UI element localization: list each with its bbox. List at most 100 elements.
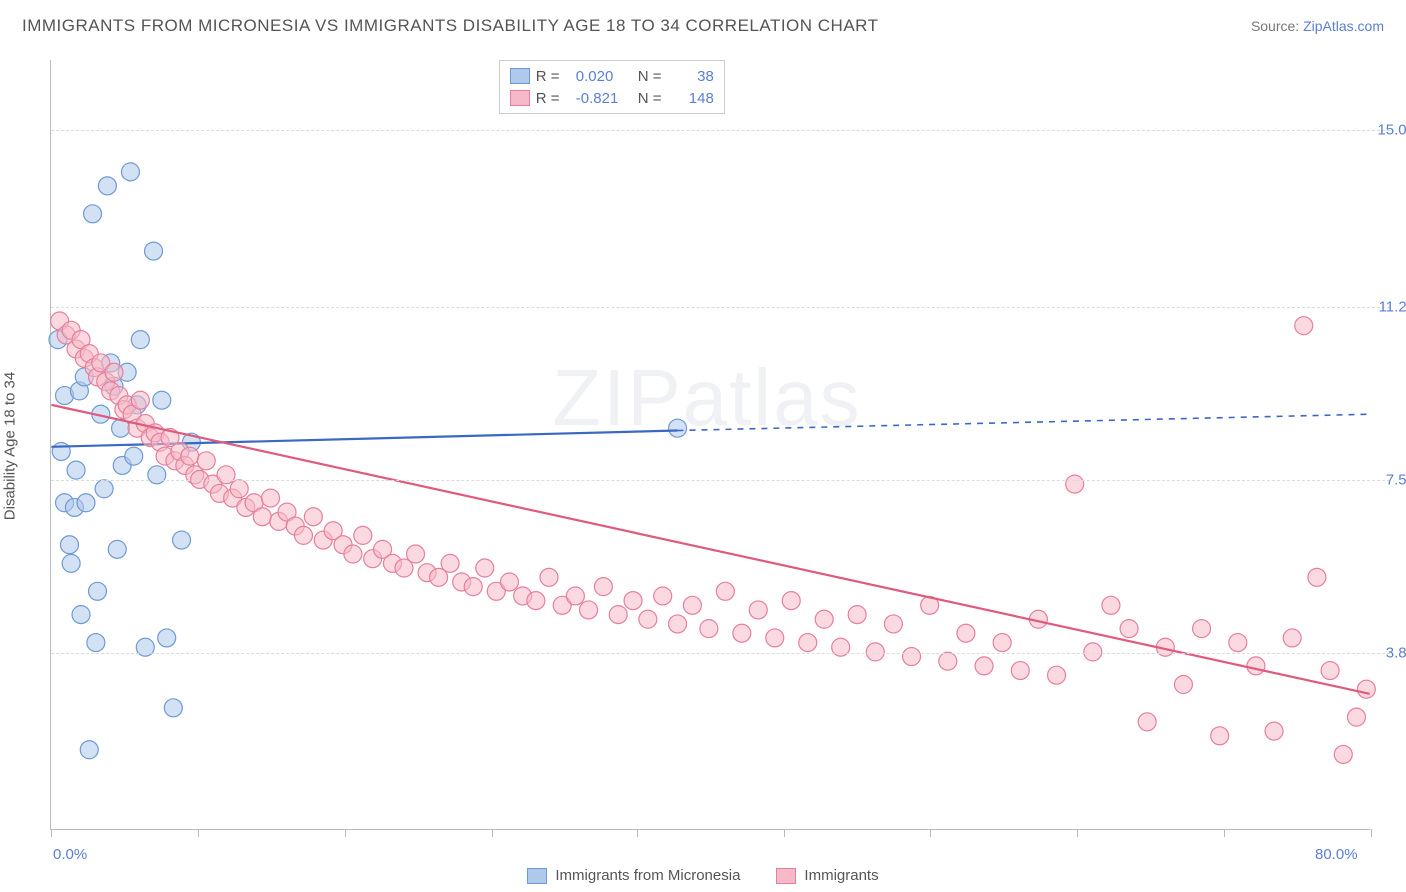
data-point	[1321, 662, 1339, 680]
source-label: Source: ZipAtlas.com	[1251, 18, 1384, 34]
correlation-legend-row: R =0.020N =38	[510, 65, 714, 87]
legend-r-value: -0.821	[576, 90, 632, 107]
data-point	[1174, 676, 1192, 694]
data-point	[1229, 634, 1247, 652]
data-point	[1347, 708, 1365, 726]
data-point	[344, 545, 362, 563]
data-point	[683, 596, 701, 614]
data-point	[164, 699, 182, 717]
data-point	[125, 447, 143, 465]
data-point	[158, 629, 176, 647]
data-point	[749, 601, 767, 619]
correlation-legend-row: R = -0.821 N = 148	[510, 87, 714, 109]
regression-line	[51, 405, 1369, 694]
legend-n-label: N =	[638, 68, 672, 85]
data-point	[540, 568, 558, 586]
y-tick-label: 3.8%	[1360, 644, 1406, 661]
x-tick	[1224, 829, 1225, 837]
data-point	[72, 606, 90, 624]
data-point	[60, 536, 78, 554]
header-row: IMMIGRANTS FROM MICRONESIA VS IMMIGRANTS…	[22, 16, 1384, 36]
legend-item: Immigrants from Micronesia	[527, 867, 740, 884]
y-tick-label: 11.2%	[1360, 299, 1406, 316]
data-point	[1265, 722, 1283, 740]
gridline	[51, 130, 1390, 131]
data-point	[67, 461, 85, 479]
gridline	[51, 480, 1390, 481]
chart-svg	[51, 60, 1370, 829]
regression-line-extrapolated	[678, 414, 1370, 430]
data-point	[121, 163, 139, 181]
data-point	[609, 606, 627, 624]
data-point	[95, 480, 113, 498]
data-point	[1283, 629, 1301, 647]
gridline	[51, 653, 1390, 654]
data-point	[1066, 475, 1084, 493]
data-point	[407, 545, 425, 563]
data-point	[1295, 317, 1313, 335]
data-point	[80, 741, 98, 759]
data-point	[975, 657, 993, 675]
legend-r-label: R =	[536, 90, 570, 107]
data-point	[253, 508, 271, 526]
data-point	[173, 531, 191, 549]
data-point	[441, 554, 459, 572]
y-tick-label: 7.5%	[1360, 472, 1406, 489]
data-point	[108, 540, 126, 558]
legend-r-value: 0.020	[576, 68, 632, 85]
data-point	[993, 634, 1011, 652]
data-point	[500, 573, 518, 591]
legend-n-value: 148	[678, 90, 714, 107]
x-tick	[345, 829, 346, 837]
data-point	[217, 466, 235, 484]
data-point	[782, 592, 800, 610]
data-point	[52, 443, 70, 461]
source-link[interactable]: ZipAtlas.com	[1303, 18, 1384, 34]
data-point	[700, 620, 718, 638]
gridline	[51, 307, 1390, 308]
data-point	[669, 419, 687, 437]
data-point	[476, 559, 494, 577]
data-point	[766, 629, 784, 647]
data-point	[1334, 745, 1352, 763]
data-point	[957, 624, 975, 642]
data-point	[62, 554, 80, 572]
legend-swatch	[510, 90, 530, 106]
correlation-legend: R =0.020N =38R =-0.821N =148	[499, 60, 725, 114]
x-tick	[198, 829, 199, 837]
chart-title: IMMIGRANTS FROM MICRONESIA VS IMMIGRANTS…	[22, 16, 879, 36]
data-point	[1048, 666, 1066, 684]
data-point	[1102, 596, 1120, 614]
data-point	[1138, 713, 1156, 731]
x-tick	[930, 829, 931, 837]
data-point	[153, 391, 171, 409]
data-point	[1357, 680, 1375, 698]
legend-series-label: Immigrants	[804, 867, 878, 884]
data-point	[566, 587, 584, 605]
data-point	[197, 452, 215, 470]
data-point	[1247, 657, 1265, 675]
data-point	[624, 592, 642, 610]
data-point	[939, 652, 957, 670]
legend-series-label: Immigrants from Micronesia	[555, 867, 740, 884]
plot-area: 3.8%7.5%11.2%15.0%0.0%80.0%ZIPatlas	[50, 60, 1370, 830]
data-point	[1308, 568, 1326, 586]
legend-r-label: R =	[536, 68, 570, 85]
source-prefix: Source:	[1251, 18, 1303, 34]
data-point	[1011, 662, 1029, 680]
data-point	[903, 648, 921, 666]
data-point	[294, 526, 312, 544]
x-tick	[784, 829, 785, 837]
x-axis-label: 0.0%	[53, 846, 87, 863]
legend-swatch	[510, 68, 530, 84]
data-point	[131, 331, 149, 349]
y-tick-label: 15.0%	[1360, 122, 1406, 139]
data-point	[148, 466, 166, 484]
x-tick	[1371, 829, 1372, 837]
data-point	[304, 508, 322, 526]
data-point	[145, 242, 163, 260]
data-point	[77, 494, 95, 512]
legend-n-label: N =	[638, 90, 672, 107]
data-point	[230, 480, 248, 498]
legend-bottom: Immigrants from Micronesia Immigrants	[0, 867, 1406, 884]
